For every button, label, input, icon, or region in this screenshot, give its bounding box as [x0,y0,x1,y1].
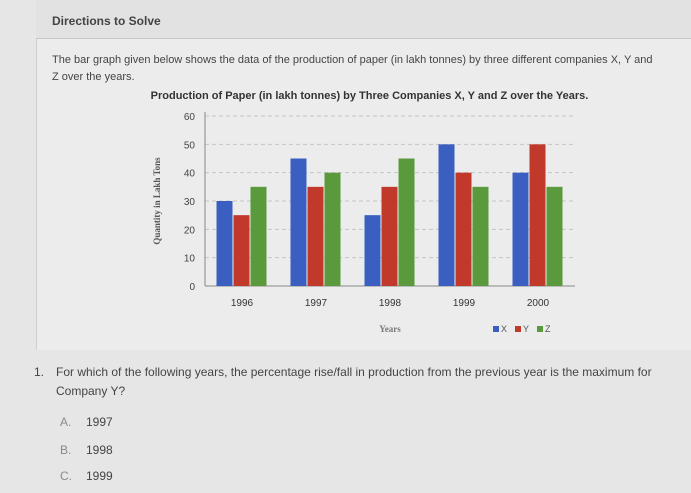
bar-y-1998 [381,186,398,286]
option-b-letter: B. [60,443,72,457]
legend-swatch-z [537,326,543,332]
bar-z-1999 [472,186,489,286]
directions-heading: Directions to Solve [52,14,161,28]
question-text: For which of the following years, the pe… [56,365,652,398]
x-tick-label: 1998 [379,298,402,309]
bar-z-1997 [324,172,341,286]
option-c-value: 1999 [86,469,113,483]
y-tick-label: 40 [184,169,196,180]
bar-z-1998 [398,158,415,286]
legend-label-z: Z [545,324,551,334]
intro-text: The bar graph given below shows the data… [52,54,653,83]
bar-x-2000 [512,172,529,286]
chart-title: Production of Paper (in lakh tonnes) by … [150,90,589,102]
x-axis-label: Years [379,324,401,334]
directions-header [36,0,691,39]
option-a[interactable]: A. 1997 [60,415,113,429]
y-tick-label: 0 [189,282,195,293]
x-tick-label: 1997 [305,298,328,309]
option-b-value: 1998 [86,443,113,457]
legend-label-y: Y [523,324,529,334]
option-a-value: 1997 [86,415,113,429]
y-axis-label: Quantity in Lakh Tons [152,157,162,245]
y-tick-label: 50 [184,140,196,151]
legend-label-x: X [501,324,507,334]
option-b[interactable]: B. 1998 [60,443,113,457]
bar-y-1999 [455,172,472,286]
y-tick-label: 30 [184,197,196,208]
bar-y-2000 [529,144,546,286]
legend-swatch-x [493,326,499,332]
bar-chart: 0 10 20 30 40 50 60 Quantity in Lakh Tons 1996 19… [152,112,575,334]
legend-swatch-y [515,326,521,332]
x-tick-label: 2000 [527,298,550,309]
directions-panel [36,0,691,350]
y-tick-label: 60 [184,112,196,123]
y-tick-label: 10 [184,254,196,265]
question-number: 1. [34,365,45,379]
bar-y-1997 [307,186,324,286]
x-tick-label: 1999 [453,298,476,309]
bar-y-1996 [233,215,250,286]
bar-x-1999 [438,144,455,286]
bar-x-1998 [364,215,381,286]
option-a-letter: A. [60,415,72,429]
y-tick-label: 20 [184,225,196,236]
option-c[interactable]: C. 1999 [60,469,113,483]
bar-x-1996 [216,201,233,286]
bar-z-2000 [546,186,563,286]
bar-z-1996 [250,186,267,286]
option-c-letter: C. [60,469,72,483]
bar-x-1997 [290,158,307,286]
x-tick-label: 1996 [231,298,254,309]
